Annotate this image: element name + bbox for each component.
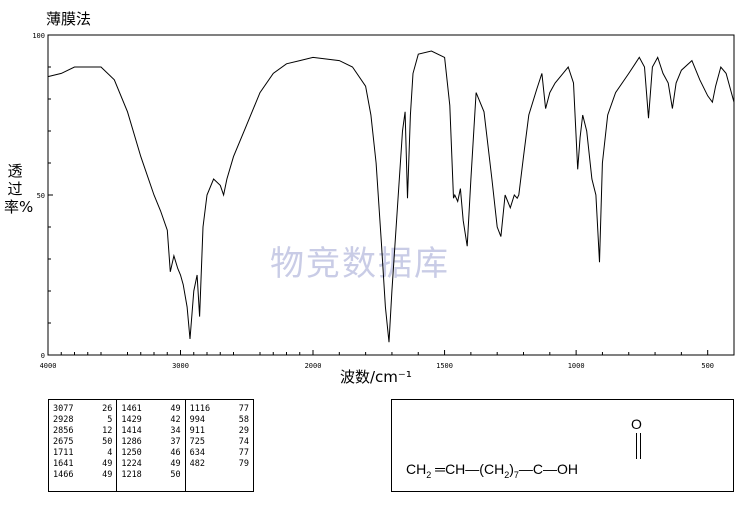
chart-title: 薄膜法: [46, 10, 92, 28]
peak-row: 1429 42: [121, 415, 180, 426]
peak-transmittance: 49: [102, 470, 113, 480]
peak-row: 1250 46: [121, 448, 180, 459]
peak-transmittance: 49: [102, 459, 113, 469]
peak-wavenumber: 1466: [53, 470, 74, 480]
peak-transmittance: 77: [238, 404, 249, 414]
carbonyl-bond-line: [640, 433, 641, 459]
peak-row: 1224 49: [121, 459, 180, 470]
peak-wavenumber: 911: [189, 426, 206, 436]
formula-oh: OH: [557, 461, 579, 477]
x-tick-label: 1500: [436, 362, 453, 370]
formula-ch: CH: [445, 461, 466, 477]
peak-wavenumber: 2856: [53, 426, 74, 436]
formula-paren-close: ): [509, 461, 514, 477]
peak-transmittance: 46: [170, 448, 181, 458]
peak-row: 994 58: [190, 415, 249, 426]
peak-transmittance: 50: [102, 437, 113, 447]
peak-transmittance: 12: [102, 426, 113, 436]
peak-transmittance: 49: [170, 404, 181, 414]
peak-row: 482 79: [190, 459, 249, 470]
peak-row: 3077 26: [53, 404, 112, 415]
x-tick-label: 2000: [305, 362, 322, 370]
y-axis-label: 透过率%: [4, 162, 34, 216]
peak-transmittance: 42: [170, 415, 181, 425]
watermark: 物竞数据库: [270, 244, 450, 284]
peak-transmittance: 74: [238, 437, 249, 447]
peak-row: 1466 49: [53, 470, 112, 481]
structure-box: O CH2 ═CH—(CH2)7—C—OH: [391, 399, 734, 492]
peak-table-column: 3077 26 2928 5 2856 12 2675 50 1711 4 1641 49 1466 49: [49, 400, 118, 491]
peak-row: 1414 34: [121, 426, 180, 437]
peak-wavenumber: 1429: [121, 415, 142, 425]
x-tick-label: 4000: [40, 362, 57, 370]
formula-ch2: CH: [483, 461, 505, 477]
peak-transmittance: 37: [170, 437, 181, 447]
formula-ch2: CH: [406, 461, 427, 477]
x-tick-label: 3000: [172, 362, 189, 370]
formula-bond: —: [543, 461, 558, 477]
x-tick-label: 500: [701, 362, 714, 370]
peak-wavenumber: 1116: [189, 404, 211, 414]
peak-wavenumber: 1641: [53, 459, 74, 469]
peak-transmittance: 29: [238, 426, 249, 436]
peak-transmittance: 34: [170, 426, 181, 436]
peak-row: 725 74: [190, 437, 249, 448]
peak-transmittance: 26: [102, 404, 113, 414]
peak-wavenumber: 2675: [53, 437, 74, 447]
peak-wavenumber: 1224: [121, 459, 142, 469]
formula-bond: —: [465, 461, 480, 477]
carbonyl-bond-line: [636, 433, 637, 459]
peak-row: 1461 49: [121, 404, 180, 415]
peak-transmittance: 58: [238, 415, 249, 425]
peak-row: 634 77: [190, 448, 249, 459]
structure-formula: CH2 ═CH—(CH2)7—C—OH: [406, 461, 578, 480]
peak-wavenumber: 1218: [121, 470, 142, 480]
peak-wavenumber: 3077: [53, 404, 74, 414]
peak-row: 2856 12: [53, 426, 112, 437]
peak-wavenumber: 634: [189, 448, 206, 458]
peak-transmittance: 4: [107, 448, 113, 458]
y-tick-label: 0: [41, 352, 45, 360]
peak-wavenumber: 1414: [121, 426, 142, 436]
peak-wavenumber: 1461: [121, 404, 142, 414]
peak-table: 3077 26 2928 5 2856 12 2675 50 1711 4 1641 49 1466 49…: [48, 399, 254, 492]
peak-row: 1218 50: [121, 470, 180, 481]
peak-row: 2928 5: [53, 415, 112, 426]
peak-row: 1116 77: [190, 404, 249, 415]
peak-transmittance: 77: [238, 448, 249, 458]
y-tick-label: 100: [32, 32, 45, 40]
formula-carbon: C: [532, 461, 544, 477]
peak-wavenumber: 1711: [53, 448, 74, 458]
formula-sub: 2: [426, 469, 432, 480]
spectrum-line: [47, 50, 735, 343]
peak-row: 1641 49: [53, 459, 112, 470]
formula-sub: 2: [504, 469, 510, 480]
peak-table-column: 1461 49 1429 42 1414 34 1286 37 1250 46 1224 49 1218…: [117, 400, 186, 491]
peak-wavenumber: 1286: [121, 437, 142, 447]
formula-paren-open: (: [479, 461, 484, 477]
formula-double-bond: ═: [431, 461, 446, 477]
peak-transmittance: 79: [238, 459, 249, 469]
formula-sub: 7: [513, 469, 519, 480]
peak-wavenumber: 994: [189, 415, 206, 425]
peak-row: 1286 37: [121, 437, 180, 448]
peak-wavenumber: 725: [189, 437, 206, 447]
peak-transmittance: 49: [170, 459, 181, 469]
peak-wavenumber: 1250: [121, 448, 142, 458]
y-tick-label: 50: [37, 192, 45, 200]
carbonyl-oxygen: O: [631, 416, 642, 432]
peak-wavenumber: 2928: [53, 415, 74, 425]
peak-row: 2675 50: [53, 437, 112, 448]
x-axis-label: 波数/cm⁻¹: [340, 368, 412, 386]
peak-transmittance: 5: [107, 415, 113, 425]
formula-bond: —: [518, 461, 533, 477]
peak-wavenumber: 482: [189, 459, 206, 469]
peak-row: 1711 4: [53, 448, 112, 459]
x-tick-label: 1000: [568, 362, 585, 370]
peak-table-column: 1116 77 994 58 911 29 725 74 634 77 482 79: [186, 400, 253, 491]
peak-transmittance: 50: [170, 470, 181, 480]
peak-row: 911 29: [190, 426, 249, 437]
